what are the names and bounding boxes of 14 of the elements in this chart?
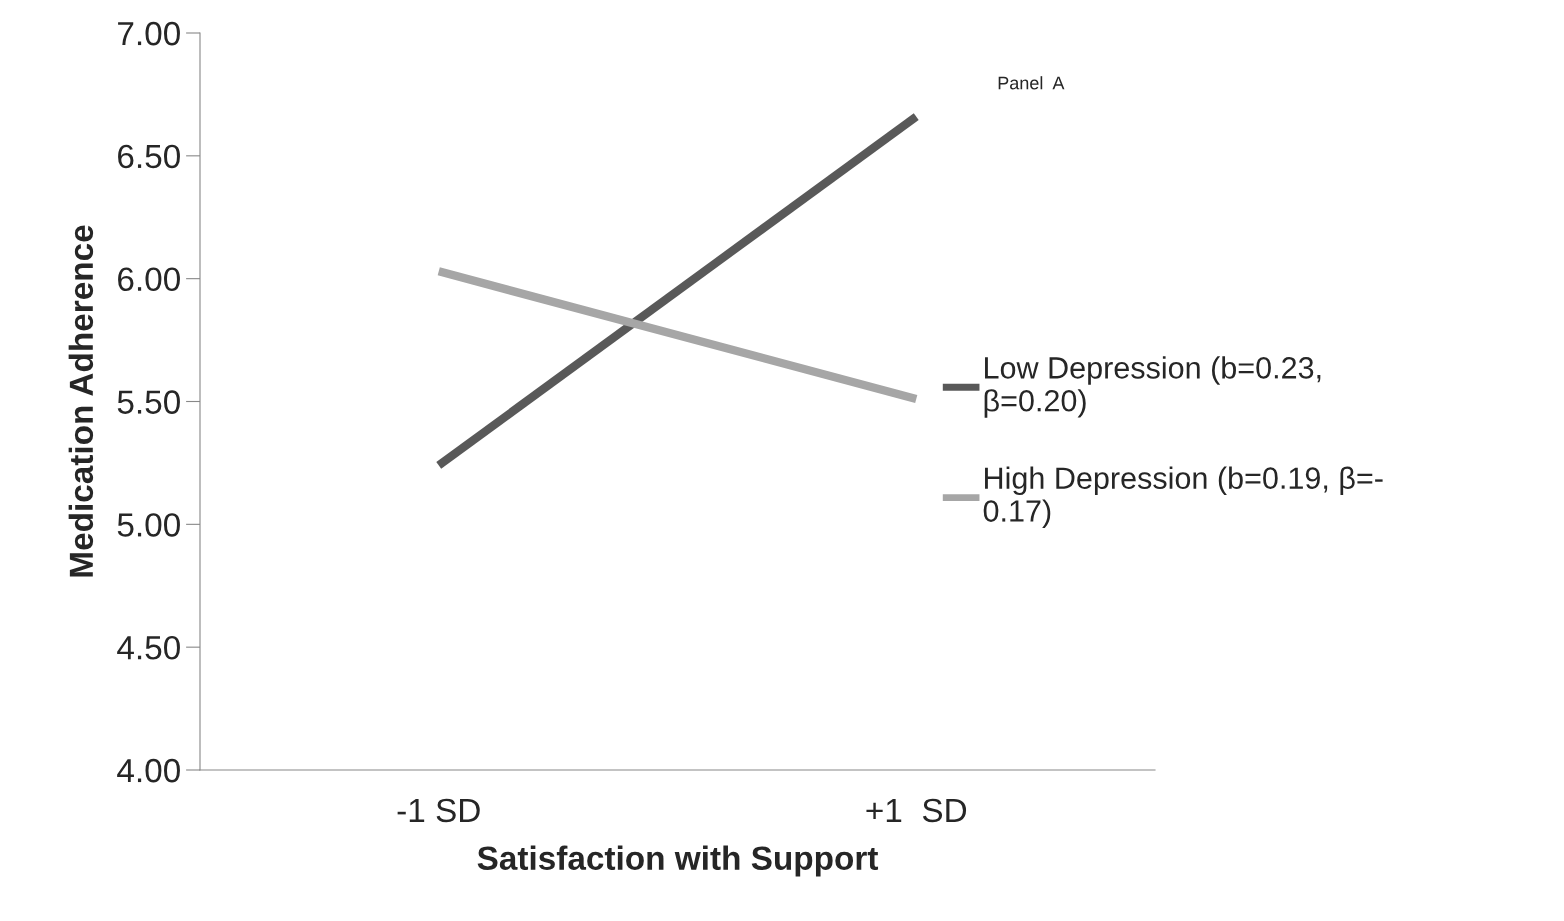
x-axis-title: Satisfaction with Support	[477, 845, 879, 877]
x-tick-label: -1 SD	[397, 798, 480, 823]
y-tick-label: 5.00	[117, 513, 180, 537]
y-tick-label: 4.00	[117, 758, 180, 783]
legend-label: High Depression (b=0.19, β=- 0.17)	[983, 466, 1383, 528]
y-tick-label: 6.50	[118, 144, 180, 169]
y-tick-label: 4.50	[117, 635, 180, 660]
y-tick-label: 7.00	[118, 21, 180, 46]
annotation: Panel A	[998, 76, 1065, 90]
y-tick-label: 6.00	[118, 267, 180, 292]
y-tick-label: 5.50	[117, 390, 180, 414]
legend-label: Low Depression (b=0.23, β=0.20)	[984, 356, 1321, 418]
x-tick-label: +1 SD	[866, 798, 967, 823]
y-axis-title: Medication Adherence	[68, 225, 94, 577]
